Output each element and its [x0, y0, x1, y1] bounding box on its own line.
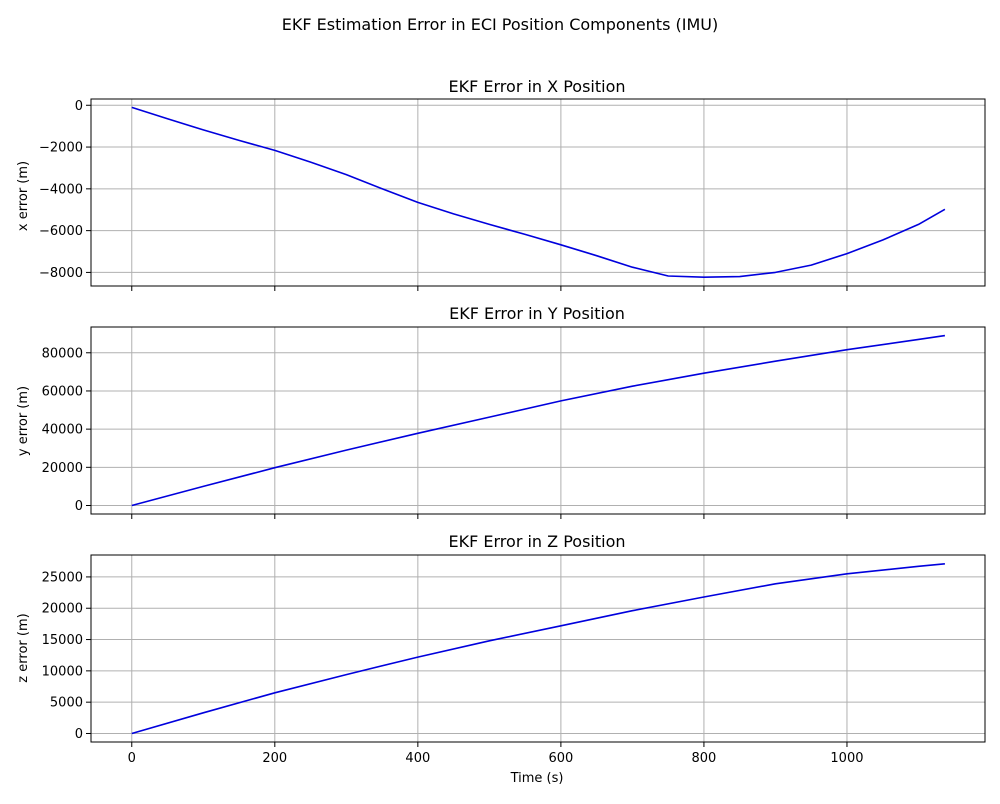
- subplot-x-ylabel: x error (m): [16, 161, 31, 231]
- subplot-z-ytick-label-1: 5000: [50, 696, 83, 711]
- figure-suptitle: EKF Estimation Error in ECI Position Com…: [282, 15, 718, 34]
- subplot-x-plot-area: 0 −2000 −4000 −6000 −8000: [39, 98, 986, 291]
- subplot-x-title: EKF Error in X Position: [449, 77, 626, 96]
- subplot-z-ytick-label-2: 10000: [42, 664, 83, 679]
- subplot-z-ytick-label-3: 15000: [42, 633, 83, 648]
- subplot-x-ytick-label-3: −6000: [39, 224, 83, 239]
- subplot-z-axes-frame: [90, 554, 986, 743]
- subplot-y-ytick-label-3: 60000: [42, 384, 83, 399]
- subplot-x-axes-frame: [90, 98, 986, 287]
- subplot-x-ytick-label-2: −4000: [39, 182, 83, 197]
- subplot-z-xtick-label-2: 400: [405, 751, 430, 766]
- subplot-z-plot-area: 0 200 400 600 800 100005000100001500020000250…: [42, 554, 986, 766]
- subplot-y: EKF Error in Y Position y error (m) 0 200…: [16, 304, 986, 519]
- subplot-z-xtick-label-1: 200: [262, 751, 287, 766]
- subplot-y-ylabel: y error (m): [16, 386, 31, 456]
- subplot-y-plot-area: 0 20000 40000 60000 80000: [42, 326, 986, 519]
- subplot-x-ytick-label-1: −2000: [39, 141, 83, 156]
- subplot-z-xtick-label-0: 0: [128, 751, 136, 766]
- subplot-z-xtick-label-3: 600: [548, 751, 573, 766]
- subplot-y-ytick-label-0: 0: [75, 499, 83, 514]
- subplot-y-ytick-label-4: 80000: [42, 346, 83, 361]
- subplot-x-series-line-0: [131, 106, 946, 279]
- subplot-x-ytick-label-0: 0: [75, 99, 83, 114]
- subplot-y-series-line-0: [131, 334, 946, 507]
- subplot-x-ytick-label-4: −8000: [39, 266, 83, 281]
- subplot-z-ytick-label-4: 20000: [42, 602, 83, 617]
- subplot-z-xtick-label-4: 800: [692, 751, 717, 766]
- subplot-z: EKF Error in Z Position z error (m) Time…: [16, 532, 986, 786]
- subplot-y-ytick-label-1: 20000: [42, 461, 83, 476]
- subplot-x: EKF Error in X Position x error (m) 0 −20…: [16, 77, 986, 291]
- subplot-y-title: EKF Error in Y Position: [449, 304, 625, 323]
- subplot-z-ylabel: z error (m): [16, 613, 31, 682]
- subplot-z-title: EKF Error in Z Position: [449, 532, 626, 551]
- subplot-y-ytick-label-2: 40000: [42, 423, 83, 438]
- subplot-y-axes-frame: [90, 326, 986, 515]
- subplot-z-xtick-label-5: 1000: [830, 751, 863, 766]
- subplot-z-series-line-0: [131, 563, 945, 735]
- subplot-z-ytick-label-5: 25000: [42, 570, 83, 585]
- subplot-z-xlabel: Time (s): [510, 771, 564, 786]
- subplot-z-ytick-label-0: 0: [75, 727, 83, 742]
